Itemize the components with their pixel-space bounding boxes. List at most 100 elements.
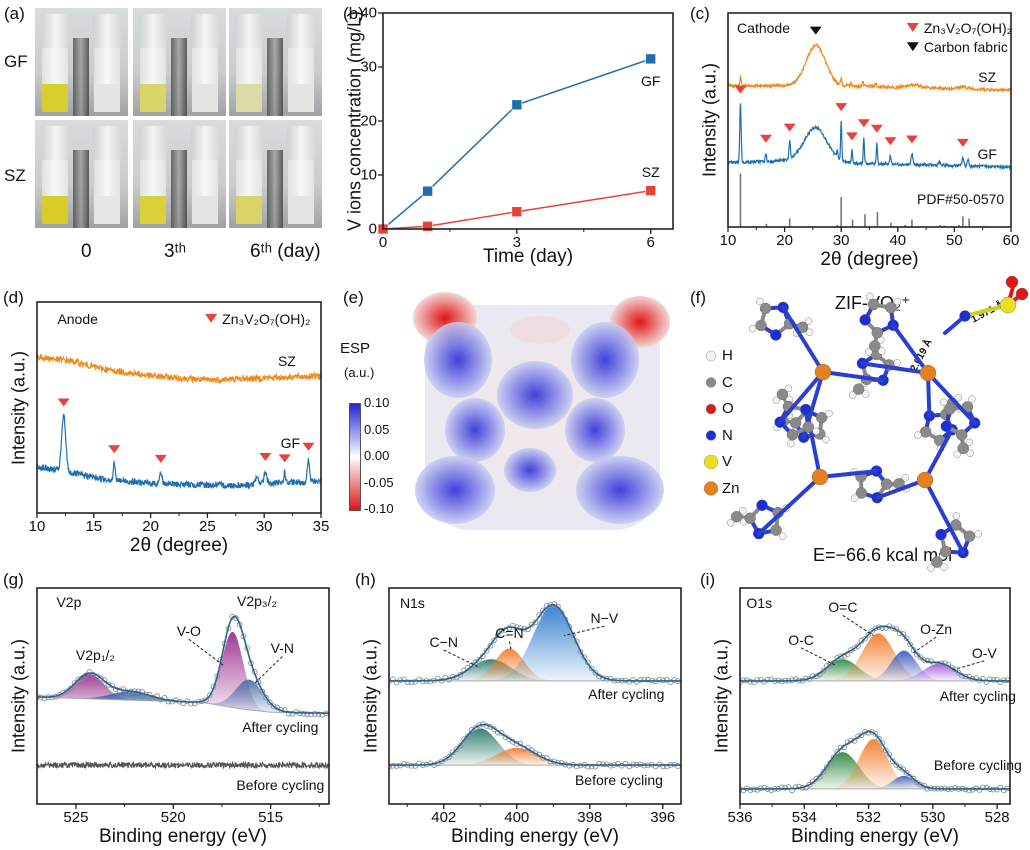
col-label-day0: 0 (81, 241, 92, 262)
atom-c (786, 429, 799, 441)
atom-h (953, 450, 961, 459)
legend-atom-o-icon (705, 403, 717, 415)
atom-n (800, 403, 812, 416)
vial-photo-gf-0 (35, 8, 128, 116)
raw-data-point (64, 688, 70, 695)
fit-component (389, 728, 681, 766)
data-point-sz (422, 221, 433, 232)
bond (821, 370, 886, 383)
atom-zn (814, 363, 832, 381)
peak-marker-triangle (956, 138, 969, 147)
clear-vial (191, 126, 219, 224)
fit-envelope (389, 723, 681, 766)
raw-data-point (764, 677, 771, 683)
peak-marker-triangle (759, 134, 772, 143)
y-axis-title: Intensity (a.u.) (699, 62, 720, 178)
axes-frame (36, 301, 322, 514)
sample-vial (139, 126, 167, 224)
colorbar-unit: (a.u.) (344, 365, 375, 380)
legend-marker-triangle (906, 22, 919, 32)
raw-data-point (900, 631, 907, 637)
data-point-gf (422, 185, 433, 197)
annotation-label: V2p (56, 594, 82, 611)
peak-marker-triangle (809, 26, 822, 35)
annotation-leader-line (564, 625, 605, 637)
x-tick-label: 528 (984, 809, 1010, 826)
panel-label-c: (c) (690, 4, 710, 23)
annotation-label: After cycling (939, 688, 1016, 704)
raw-data-point (935, 661, 941, 667)
raw-data-point (645, 676, 651, 683)
raw-data-point (952, 785, 959, 791)
raw-data-point (622, 760, 629, 767)
data-point-sz (511, 206, 523, 218)
raw-data-point (948, 664, 955, 671)
atom-c (885, 302, 897, 314)
annotation-label: O-Zn (920, 621, 953, 638)
cell-clip (267, 150, 283, 228)
legend-atom-n-icon (705, 430, 717, 441)
fit-envelope (740, 730, 1010, 790)
vial-photo-gf-2 (229, 8, 322, 116)
raw-data-point (491, 637, 497, 643)
atom-h (878, 347, 886, 355)
fit-component (37, 691, 329, 714)
series-line-sz (383, 189, 651, 229)
atom-c (880, 478, 893, 490)
raw-data-point (285, 710, 292, 717)
y-tick-label: 0 (368, 220, 377, 238)
atom-c (730, 511, 743, 523)
annotation-label: C−N (429, 634, 458, 650)
raw-data-point (980, 784, 986, 791)
raw-data-point (161, 695, 168, 701)
atom-n (935, 528, 947, 541)
atom-c (963, 530, 976, 542)
x-tick-label: 10 (719, 232, 737, 249)
raw-data-point (830, 754, 837, 761)
atom-c (815, 411, 828, 424)
atom-n (959, 310, 971, 322)
atom-h (825, 409, 833, 418)
cell-clip (171, 38, 187, 116)
annotation-leader-line (913, 636, 937, 654)
fit-component (740, 633, 1010, 681)
raw-data-point (983, 679, 990, 685)
x-tick-label: 520 (160, 809, 186, 826)
colorbar-tick-label: -0.05 (364, 474, 394, 490)
data-point-gf (511, 99, 523, 111)
raw-data-point (464, 733, 471, 740)
atom-h (927, 564, 935, 572)
panel-label-e: (e) (343, 288, 364, 307)
raw-data-point (855, 643, 861, 649)
legend-atom-label: V (722, 453, 733, 470)
legend-atom-label: O (722, 400, 734, 417)
x-tick-label: 15 (85, 518, 103, 535)
legend-atom-c-icon (705, 377, 717, 388)
legend-atom-h-icon (705, 350, 717, 362)
col-label-day3: 3ᵗʰ (164, 241, 187, 262)
y-tick-label: 40 (360, 4, 377, 22)
x-tick-label: 396 (650, 809, 676, 826)
atom-c (871, 327, 883, 339)
bond (923, 427, 955, 482)
raw-data-point (540, 754, 546, 761)
raw-data-point (603, 761, 610, 768)
raw-data-point (60, 689, 67, 696)
vial-photo-sz-1 (133, 120, 226, 228)
sample-vial (41, 14, 69, 112)
adsorption-energy: E=−66.6 kcal mol⁻¹ (813, 545, 968, 565)
legend-atom-label: H (722, 347, 733, 364)
annotation-label: Anode (57, 310, 98, 327)
annotation-leader-line (842, 615, 874, 636)
y-axis-title: Intensity (a.u.) (711, 638, 732, 754)
annotation-label: Carbon fabric (923, 39, 1008, 56)
x-tick-label: 515 (258, 809, 284, 826)
raw-data-point (969, 786, 976, 793)
annotation-label: O1s (746, 595, 773, 612)
plot-area (740, 623, 1010, 794)
vial-photo-sz-2 (229, 120, 322, 228)
raw-data-point (747, 678, 754, 685)
atom-v (999, 296, 1017, 314)
atom-h (954, 394, 962, 402)
positive-potential-region (445, 398, 505, 462)
